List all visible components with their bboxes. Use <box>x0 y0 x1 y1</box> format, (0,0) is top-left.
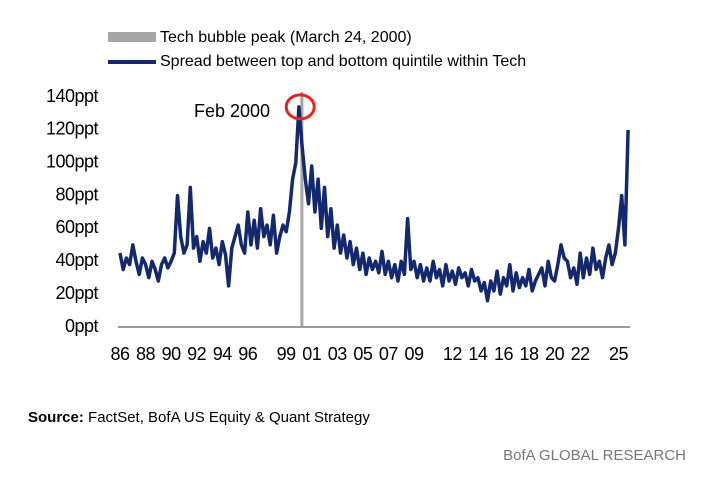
footer: BofA GLOBAL RESEARCH <box>503 447 686 464</box>
x-tick-label: 01 <box>302 344 322 364</box>
annotation-circle <box>284 93 316 121</box>
series-line <box>118 105 630 303</box>
y-tick-label: 60ppt <box>55 217 98 237</box>
x-tick-label: 18 <box>520 344 540 364</box>
x-tick-label: 88 <box>136 344 156 364</box>
x-tick-label: 92 <box>187 344 207 364</box>
legend-swatch <box>108 32 156 42</box>
x-tick-label: 14 <box>468 344 488 364</box>
x-tick-label: 03 <box>328 344 348 364</box>
y-tick-label: 0ppt <box>65 316 99 336</box>
source: Source: FactSet, BofA US Equity & Quant … <box>28 409 370 426</box>
x-tick-label: 12 <box>443 344 463 364</box>
x-tick-label: 86 <box>110 344 130 364</box>
x-tick-label: 96 <box>238 344 258 364</box>
x-tick-label: 09 <box>404 344 424 364</box>
annotation: Feb 2000 <box>194 101 270 121</box>
y-tick-label: 80ppt <box>55 184 98 204</box>
y-tick-label: 120ppt <box>46 119 99 139</box>
y-tick-label: 40ppt <box>55 250 98 270</box>
legend-label: Spread between top and bottom quintile w… <box>160 53 526 70</box>
x-tick-label: 90 <box>162 344 182 364</box>
x-tick-label: 94 <box>213 344 233 364</box>
source-label: Source: <box>28 409 84 426</box>
y-tick-label: 20ppt <box>55 283 98 303</box>
y-tick-label: 140ppt <box>46 86 99 106</box>
legend-label: Tech bubble peak (March 24, 2000) <box>160 29 412 46</box>
y-tick-label: 100ppt <box>46 151 99 171</box>
x-tick-label: 16 <box>494 344 514 364</box>
x-tick-label: 22 <box>571 344 591 364</box>
x-tick-label: 99 <box>277 344 297 364</box>
x-tick-label: 20 <box>545 344 565 364</box>
x-tick-label: 07 <box>379 344 399 364</box>
x-tick-label: 05 <box>353 344 373 364</box>
source-text: FactSet, BofA US Equity & Quant Strategy <box>88 409 370 426</box>
x-tick-label: 25 <box>609 344 629 364</box>
